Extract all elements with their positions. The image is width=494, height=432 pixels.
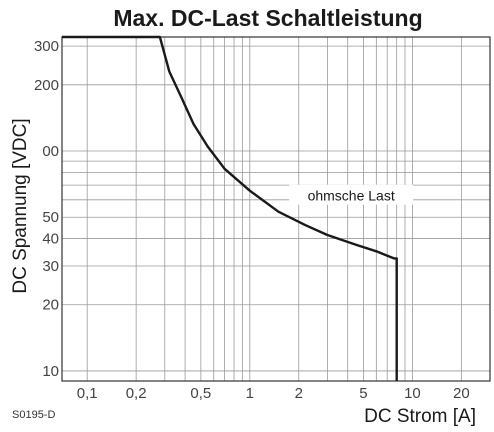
x-tick-label: 20 [453, 385, 470, 402]
plot-frame [61, 36, 491, 382]
annotation-background [289, 184, 414, 205]
x-tick-label: 0,1 [77, 385, 98, 402]
grid [62, 37, 491, 381]
series-layer [62, 35, 398, 381]
annotation-ohmsche-last: ohmsche Last [308, 188, 395, 204]
y-tick-label: 30 [42, 258, 59, 275]
x-tick-label: 10 [404, 385, 421, 402]
x-axis-label: DC Strom [A] [364, 406, 476, 427]
y-tick-label: 50 [42, 209, 59, 226]
y-tick-label: 40 [42, 231, 59, 248]
annotation-layer: ohmsche Last [289, 184, 414, 205]
y-tick-label: 20 [42, 297, 59, 314]
y-tick-label: 200 [34, 77, 59, 94]
y-tick-label: 300 [34, 38, 59, 55]
x-tick-labels: 0,1 0,2 0,5 1 2 5 10 20 [77, 385, 470, 402]
x-tick-label: 0,5 [190, 385, 211, 402]
chart-title: Max. DC-Last Schaltleistung [113, 5, 422, 31]
y-tick-labels: 10 20 30 40 50 00 200 300 [34, 38, 59, 380]
x-tick-label: 5 [359, 385, 367, 402]
y-tick-label: 10 [42, 363, 59, 380]
y-axis-label: DC Spannung [VDC] [10, 118, 31, 293]
x-tick-label: 2 [295, 385, 303, 402]
x-tick-label: 1 [246, 385, 254, 402]
x-tick-label: 0,2 [126, 385, 147, 402]
y-tick-label: 00 [42, 143, 59, 160]
series-line [62, 35, 398, 381]
figure-code: S0195-D [12, 409, 55, 421]
